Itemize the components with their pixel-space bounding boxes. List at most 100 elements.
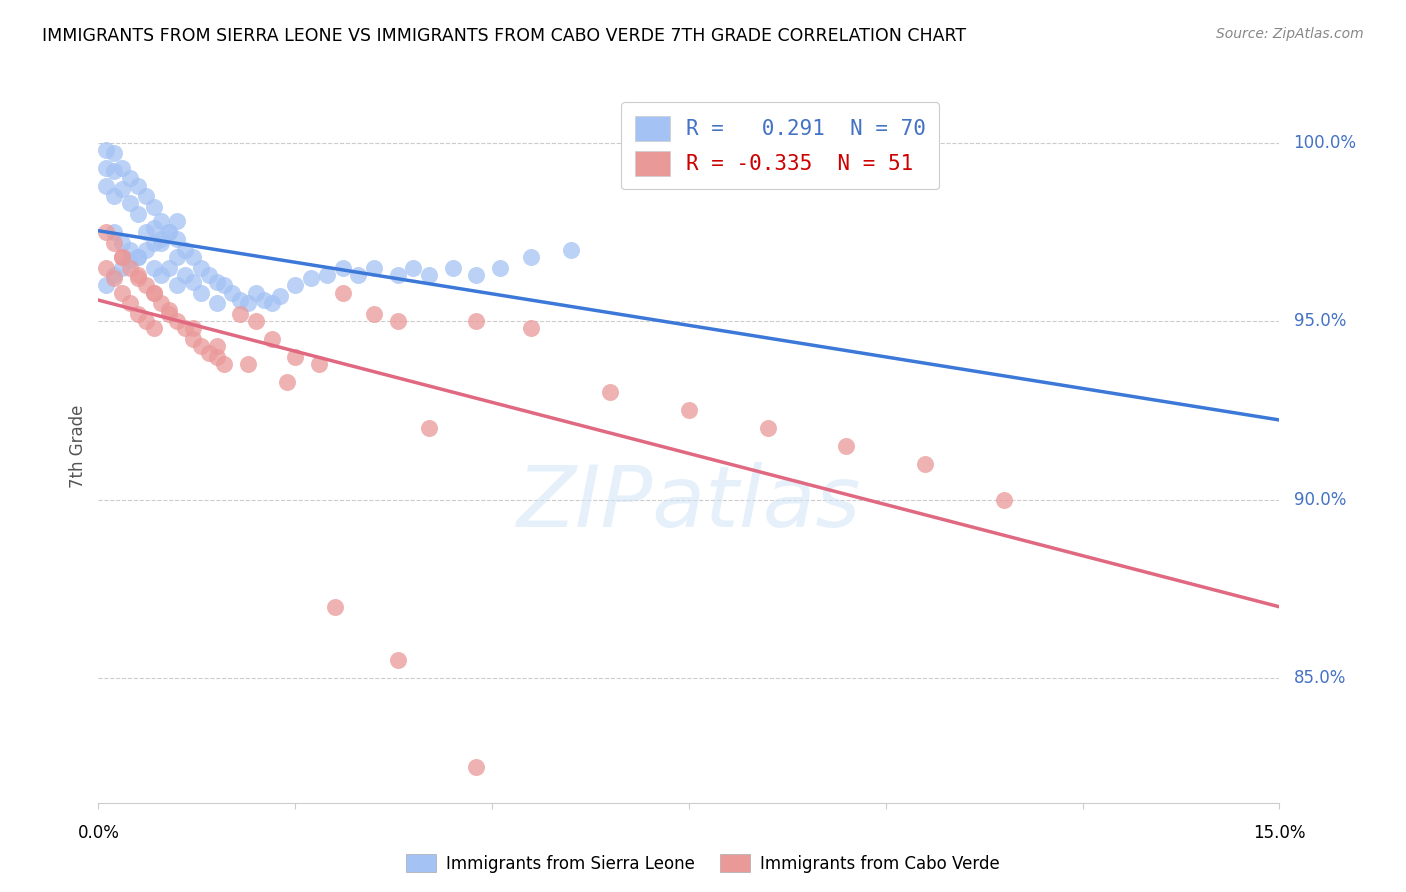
Point [118,253,141,268]
Point [174,321,197,335]
Point [284,278,307,293]
Point [284,350,307,364]
Point [127,207,149,221]
Point [166,214,188,228]
Point [157,303,180,318]
Point [157,225,180,239]
Point [245,314,267,328]
Point [181,275,204,289]
Point [96,143,118,157]
Point [402,260,425,275]
Point [181,332,204,346]
Point [914,457,936,471]
Point [103,271,125,285]
Point [229,307,252,321]
Y-axis label: 7th Grade: 7th Grade [69,404,87,488]
Point [465,268,488,282]
Point [599,385,621,400]
Point [299,271,322,285]
Point [166,250,188,264]
Point [103,235,125,250]
Point [127,250,149,264]
Point [190,339,212,353]
Point [135,225,157,239]
Point [127,250,149,264]
Point [276,375,298,389]
Point [142,235,165,250]
Point [166,314,188,328]
Point [205,275,228,289]
Text: 85.0%: 85.0% [1294,669,1346,687]
Point [96,278,118,293]
Point [96,225,118,239]
Point [118,296,141,310]
Point [118,260,141,275]
Point [96,260,118,275]
Point [678,403,700,417]
Point [111,250,134,264]
Point [441,260,464,275]
Point [323,599,346,614]
Point [197,268,219,282]
Point [465,760,488,774]
Point [387,653,409,667]
Point [127,268,149,282]
Point [150,214,173,228]
Point [127,307,149,321]
Text: 95.0%: 95.0% [1294,312,1346,330]
Point [135,243,157,257]
Point [560,243,582,257]
Point [418,268,440,282]
Point [205,350,228,364]
Point [150,268,173,282]
Point [118,243,141,257]
Point [142,260,165,275]
Point [332,285,354,300]
Point [205,296,228,310]
Point [520,321,543,335]
Point [142,285,165,300]
Text: 90.0%: 90.0% [1294,491,1346,508]
Point [142,321,165,335]
Point [111,285,134,300]
Point [127,178,149,193]
Point [150,232,173,246]
Point [993,492,1015,507]
Point [111,161,134,175]
Point [332,260,354,275]
Point [135,314,157,328]
Point [111,250,134,264]
Point [118,171,141,186]
Point [229,293,252,307]
Point [174,268,197,282]
Point [150,235,173,250]
Point [103,225,125,239]
Point [166,278,188,293]
Point [103,146,125,161]
Point [308,357,330,371]
Point [245,285,267,300]
Point [118,196,141,211]
Point [269,289,291,303]
Point [214,357,236,371]
Point [756,421,779,435]
Point [150,296,173,310]
Text: 0.0%: 0.0% [77,824,120,842]
Text: 100.0%: 100.0% [1294,134,1357,152]
Point [157,307,180,321]
Point [111,260,134,275]
Point [418,421,440,435]
Point [205,339,228,353]
Point [489,260,512,275]
Point [197,346,219,360]
Point [363,260,385,275]
Point [103,268,125,282]
Point [157,260,180,275]
Point [190,285,212,300]
Text: IMMIGRANTS FROM SIERRA LEONE VS IMMIGRANTS FROM CABO VERDE 7TH GRADE CORRELATION: IMMIGRANTS FROM SIERRA LEONE VS IMMIGRAN… [42,27,966,45]
Point [181,321,204,335]
Point [236,357,259,371]
Point [135,189,157,203]
Point [96,178,118,193]
Point [127,271,149,285]
